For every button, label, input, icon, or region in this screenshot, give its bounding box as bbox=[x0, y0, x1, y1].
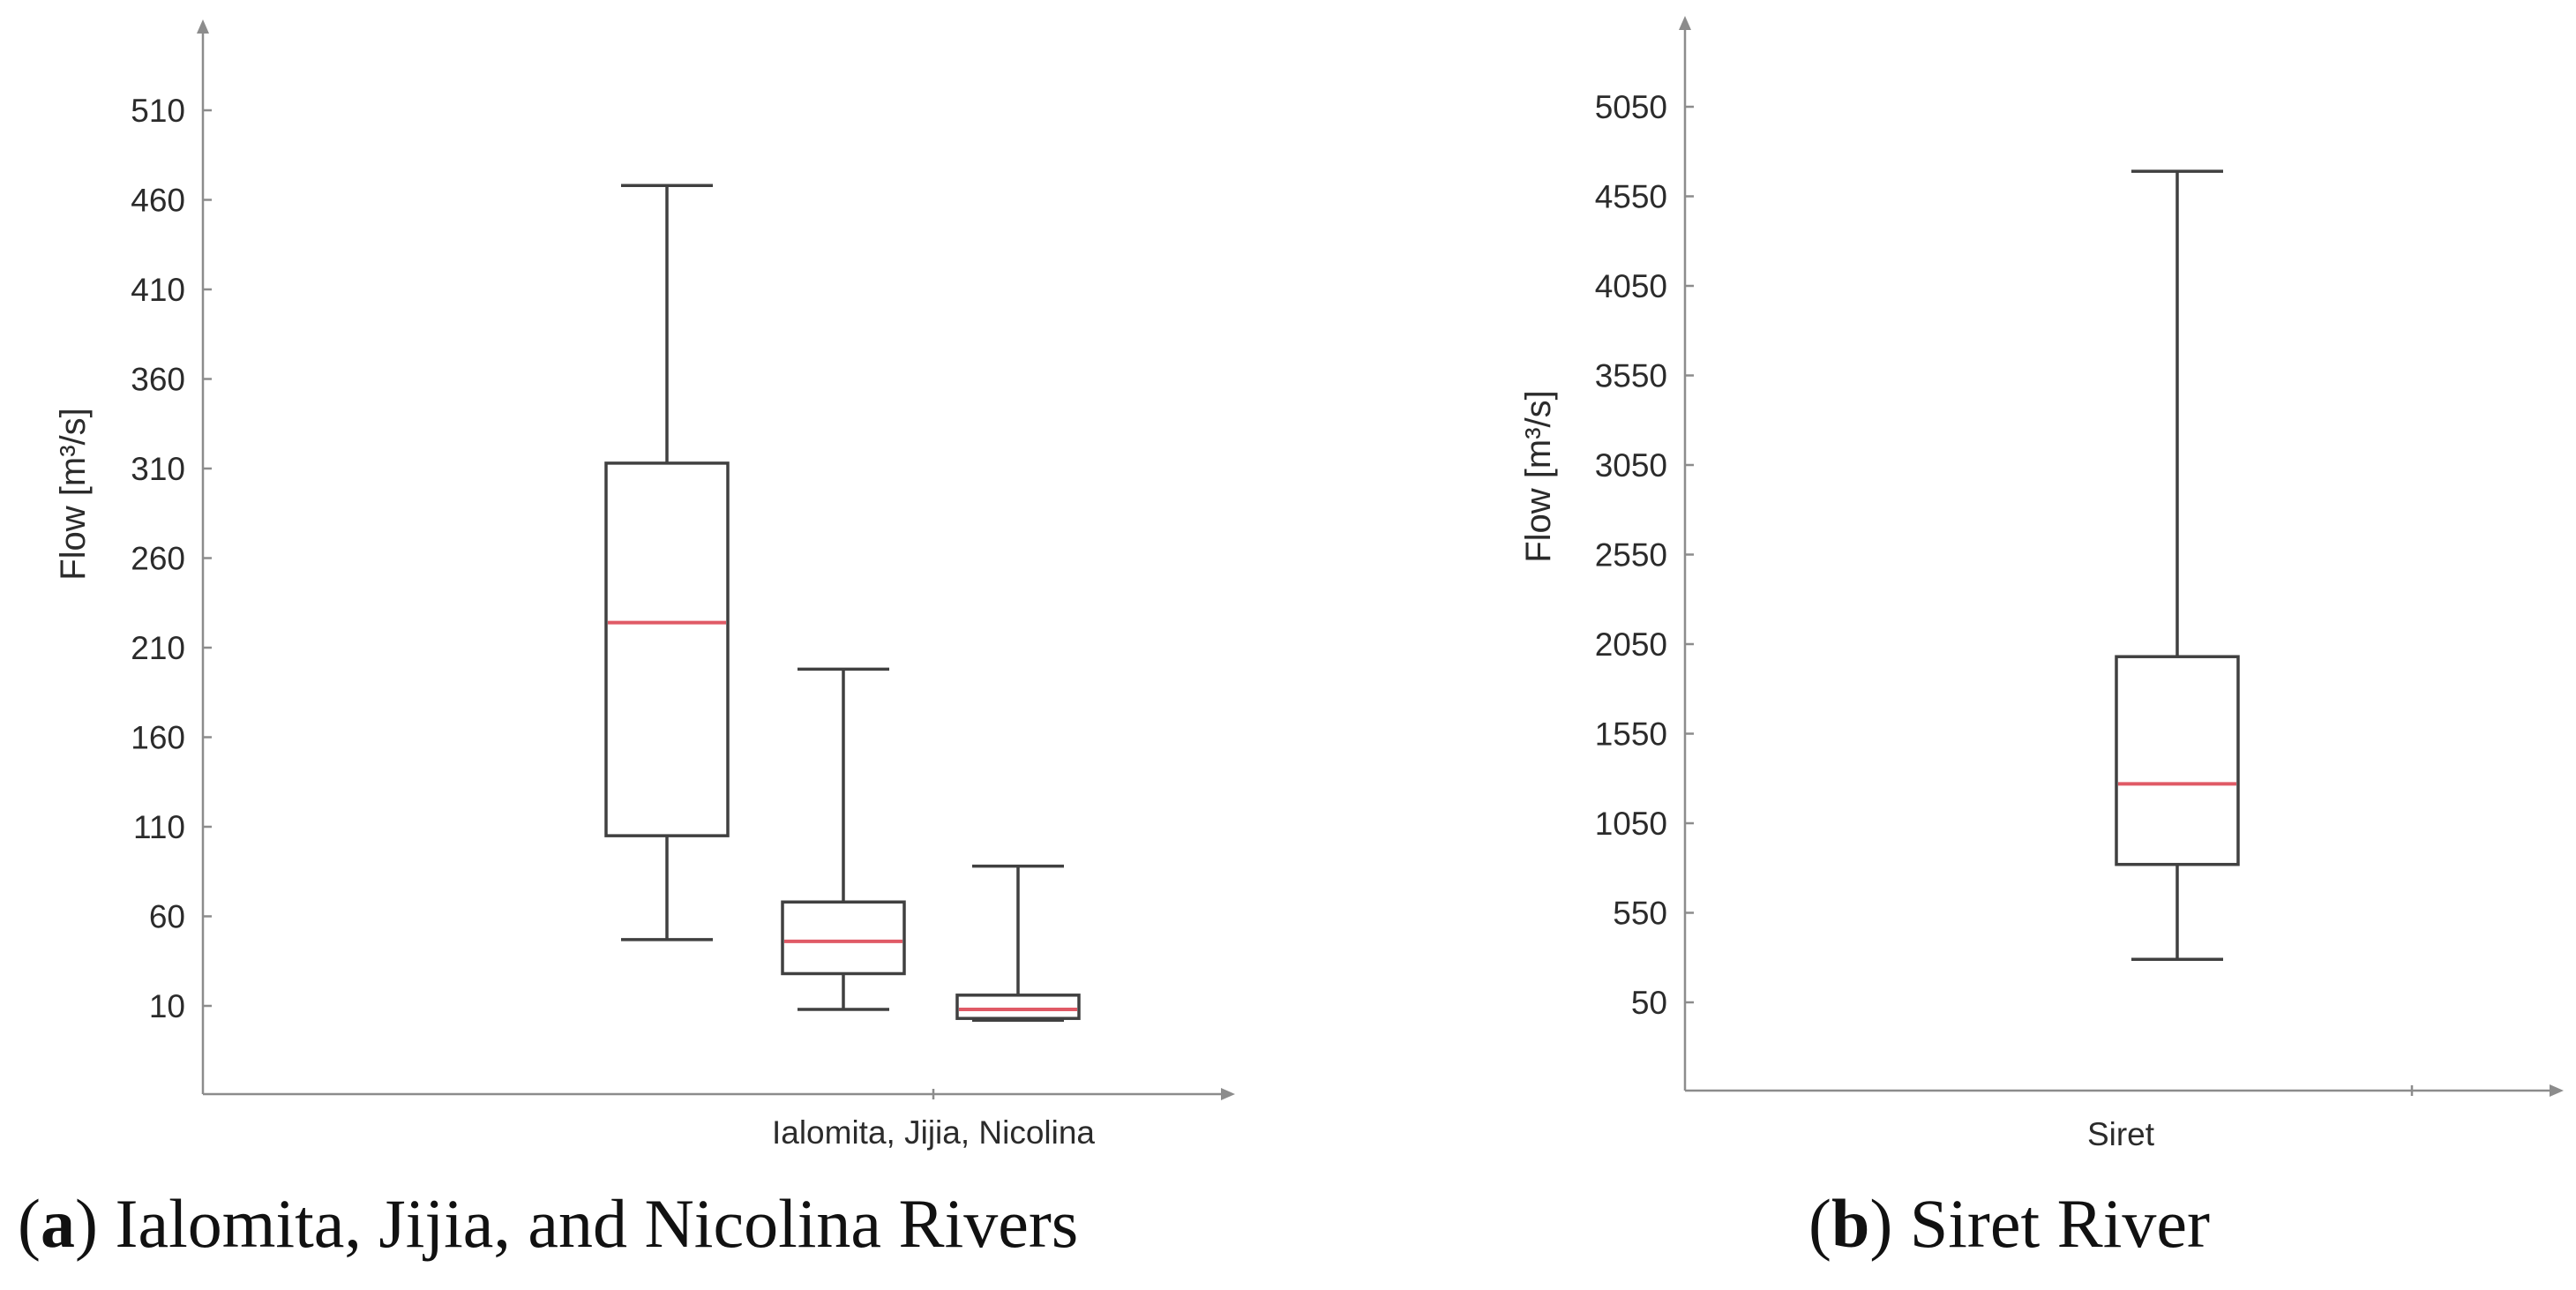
y-tick-label-b-7: 3550 bbox=[1595, 358, 1667, 394]
y-tick-label-b-1: 550 bbox=[1613, 896, 1667, 932]
x-category-label-a: Ialomita, Jijia, Nicolina bbox=[772, 1114, 1095, 1151]
caption-b-letter: b bbox=[1831, 1185, 1870, 1262]
y-tick-label-a-3: 160 bbox=[131, 720, 185, 756]
y-tick-label-b-0: 50 bbox=[1631, 985, 1667, 1021]
iqr-box-nicolina bbox=[955, 994, 1081, 1020]
y-axis-arrow-b bbox=[1679, 16, 1691, 30]
iqr-box-ialomita bbox=[604, 461, 730, 837]
y-tick-label-b-8: 4050 bbox=[1595, 268, 1667, 304]
y-tick-label-a-4: 210 bbox=[131, 630, 185, 666]
y-tick-label-a-0: 10 bbox=[149, 988, 185, 1024]
y-axis-arrow-a bbox=[197, 19, 209, 34]
iqr-box-siret bbox=[2115, 655, 2240, 866]
y-tick-label-b-10: 5050 bbox=[1595, 89, 1667, 125]
y-tick-label-b-2: 1050 bbox=[1595, 806, 1667, 842]
y-axis-title-b: Flow [m³/s] bbox=[1519, 390, 1558, 563]
caption-b: (b) Siret River bbox=[1808, 1185, 2210, 1262]
boxplot-ialomita bbox=[604, 184, 730, 941]
caption-a-letter: a bbox=[40, 1185, 75, 1262]
caption-b-text: Siret River bbox=[1909, 1185, 2210, 1262]
boxplot-jijia bbox=[781, 667, 906, 1011]
y-tick-label-a-5: 260 bbox=[131, 541, 185, 577]
y-tick-label-a-8: 410 bbox=[131, 272, 185, 308]
x-axis-arrow-b bbox=[2550, 1084, 2564, 1097]
caption-a-text: Ialomita, Jijia, and Nicolina Rivers bbox=[115, 1185, 1079, 1262]
y-tick-label-b-3: 1550 bbox=[1595, 716, 1667, 753]
boxplot-nicolina bbox=[955, 864, 1081, 1022]
y-tick-label-a-6: 310 bbox=[131, 451, 185, 487]
y-tick-label-a-1: 60 bbox=[149, 899, 185, 935]
y-tick-label-b-9: 4550 bbox=[1595, 179, 1667, 215]
y-axis-title-a: Flow [m³/s] bbox=[54, 408, 93, 581]
x-category-label-b: Siret bbox=[2087, 1116, 2155, 1152]
x-axis-arrow-a bbox=[1221, 1088, 1235, 1100]
y-tick-label-b-6: 3050 bbox=[1595, 447, 1667, 484]
y-tick-label-a-9: 460 bbox=[131, 183, 185, 219]
iqr-box-jijia bbox=[781, 900, 906, 976]
panel-b-chart: 50 550 1050 1550 2050 2550 3050 3550 4050 4550 505… bbox=[1519, 16, 2564, 1152]
y-tick-label-a-2: 110 bbox=[133, 809, 185, 845]
boxplot-siret bbox=[2115, 169, 2240, 962]
y-tick-label-a-7: 360 bbox=[131, 362, 185, 398]
y-tick-label-a-10: 510 bbox=[131, 93, 185, 129]
y-tick-label-b-4: 2050 bbox=[1595, 626, 1667, 663]
panel-a-chart: 10 60 110 160 210 260 310 360 410 460 510 Flow [m³… bbox=[54, 19, 1235, 1151]
y-tick-label-b-5: 2550 bbox=[1595, 537, 1667, 574]
caption-a: (a) Ialomita, Jijia, and Nicolina Rivers bbox=[18, 1185, 1079, 1262]
